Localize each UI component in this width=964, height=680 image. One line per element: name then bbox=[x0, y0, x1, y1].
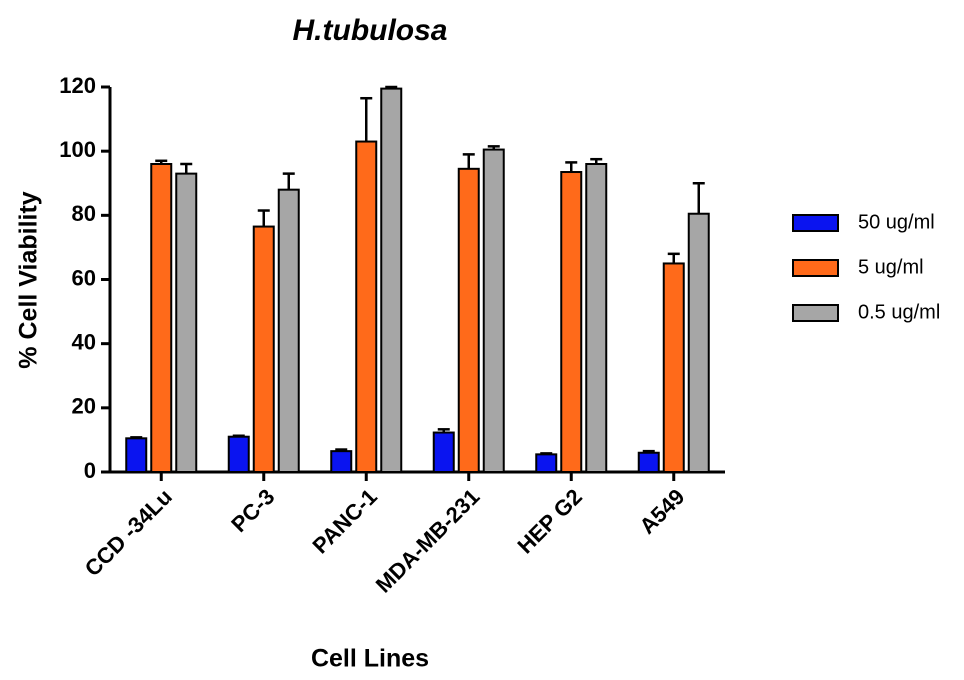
y-tick-label: 120 bbox=[59, 73, 96, 98]
bar bbox=[585, 163, 608, 473]
chart-title: H.tubulosa bbox=[293, 14, 448, 47]
x-tick-label: CCD -34Lu bbox=[80, 484, 177, 581]
bar bbox=[330, 450, 353, 474]
bar bbox=[125, 437, 148, 473]
bar bbox=[535, 453, 558, 473]
bar bbox=[432, 431, 455, 474]
x-tick-label: PC-3 bbox=[226, 484, 279, 537]
bar bbox=[175, 172, 198, 473]
legend-swatch bbox=[792, 214, 839, 232]
legend-swatch bbox=[792, 304, 839, 322]
bar bbox=[457, 167, 480, 473]
y-tick-label: 100 bbox=[59, 137, 96, 162]
y-tick-label: 0 bbox=[84, 458, 96, 483]
legend-label: 0.5 ug/ml bbox=[858, 301, 940, 323]
x-tick-label: MDA-MB-231 bbox=[371, 484, 485, 598]
x-tick-label: PANC-1 bbox=[307, 484, 381, 558]
y-tick-label: 20 bbox=[72, 394, 96, 419]
bar bbox=[687, 212, 710, 474]
bar bbox=[560, 171, 583, 473]
bar bbox=[277, 188, 300, 474]
legend-swatch bbox=[792, 259, 839, 277]
bar bbox=[380, 87, 403, 474]
legend-label: 50 ug/ml bbox=[858, 211, 935, 233]
y-tick-label: 80 bbox=[72, 201, 96, 226]
bar bbox=[150, 163, 173, 473]
y-axis-title: % Cell Viability bbox=[15, 191, 43, 368]
bar bbox=[637, 451, 660, 473]
y-tick-label: 40 bbox=[72, 329, 96, 354]
bar bbox=[252, 225, 275, 473]
bar bbox=[662, 262, 685, 474]
bar bbox=[355, 140, 378, 474]
bar bbox=[227, 435, 250, 474]
x-tick-label: HEP G2 bbox=[512, 484, 586, 558]
bar bbox=[482, 148, 505, 473]
x-axis-title: Cell Lines bbox=[311, 645, 429, 673]
legend-label: 5 ug/ml bbox=[858, 256, 924, 278]
y-tick-label: 60 bbox=[72, 265, 96, 290]
x-tick-label: A549 bbox=[635, 484, 690, 539]
